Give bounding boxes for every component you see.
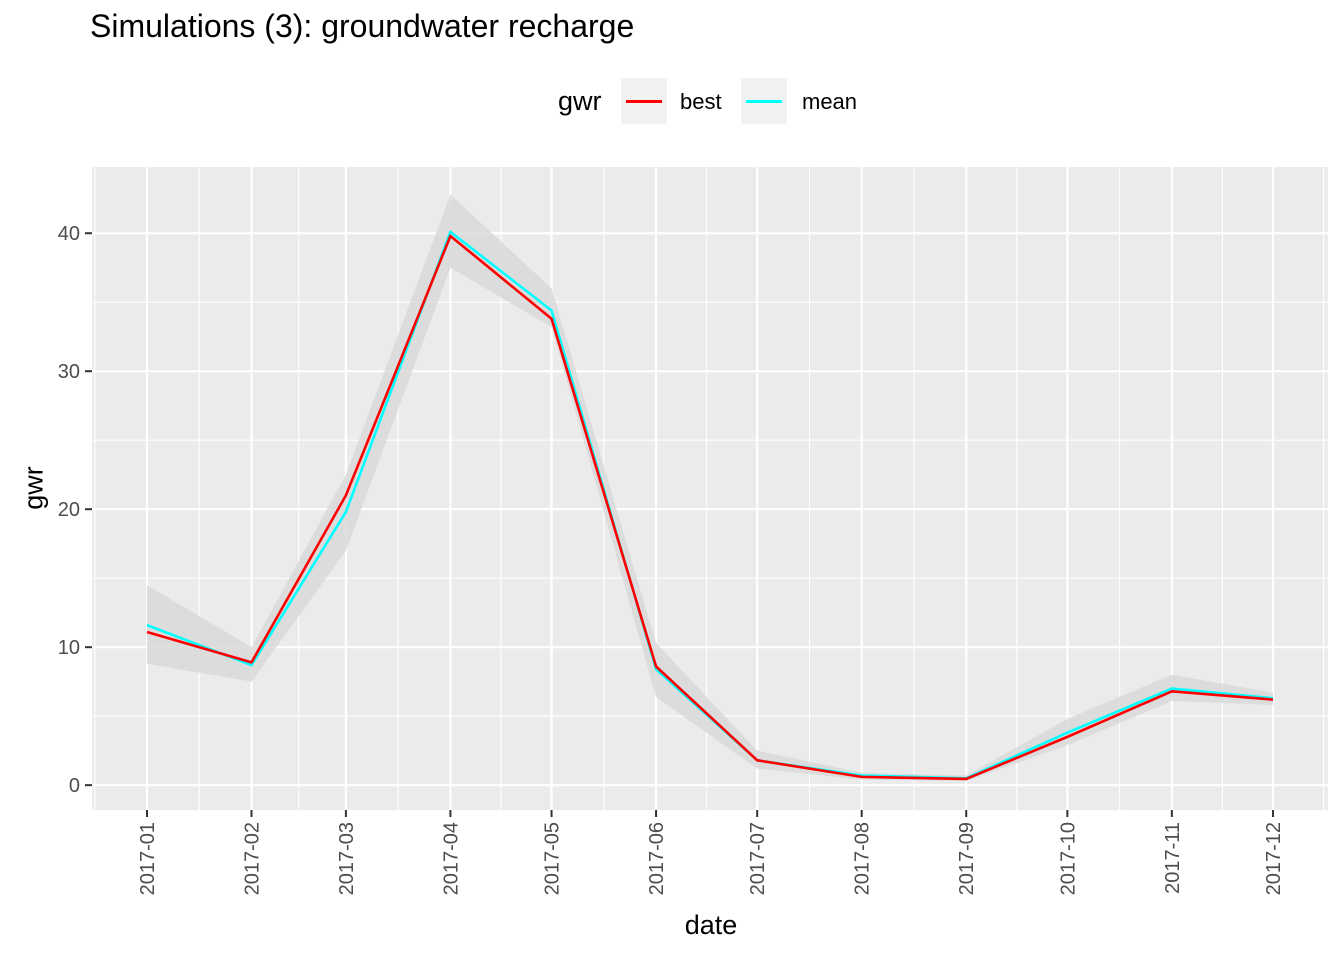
x-axis-label: date xyxy=(684,910,738,940)
series-line-best xyxy=(146,234,1274,781)
legend: gwr best mean xyxy=(0,78,1344,124)
y-tick-label: 20 xyxy=(58,499,80,521)
x-tick-label: 2017-11 xyxy=(1162,822,1184,894)
legend-swatch-best xyxy=(626,100,662,103)
y-tick-label: 30 xyxy=(58,361,80,383)
y-tick-label: 10 xyxy=(58,637,80,659)
legend-label-mean: mean xyxy=(802,89,858,114)
legend-key-best xyxy=(621,78,667,124)
legend-label-best: best xyxy=(680,89,722,114)
chart-title: Simulations (3): groundwater recharge xyxy=(90,8,635,44)
legend-key-mean xyxy=(741,78,787,124)
x-tick-label: 2017-02 xyxy=(242,822,264,895)
legend-title: gwr xyxy=(558,86,602,116)
y-tick-label: 40 xyxy=(58,223,80,245)
x-tick-label: 2017-01 xyxy=(137,822,159,895)
x-tick-label: 2017-07 xyxy=(747,822,769,895)
legend-swatch-mean xyxy=(746,100,782,103)
x-tick-label: 2017-12 xyxy=(1263,822,1285,895)
x-tick-label: 2017-03 xyxy=(336,822,358,895)
x-tick-label: 2017-05 xyxy=(542,822,564,895)
y-axis-label: gwr xyxy=(18,466,49,510)
x-tick-label: 2017-08 xyxy=(852,822,874,895)
y-tick-label: 0 xyxy=(69,775,80,797)
x-tick-label: 2017-10 xyxy=(1057,822,1079,895)
x-tick-label: 2017-09 xyxy=(956,822,978,895)
x-tick-label: 2017-04 xyxy=(440,822,462,895)
x-tick-label: 2017-06 xyxy=(646,822,668,895)
